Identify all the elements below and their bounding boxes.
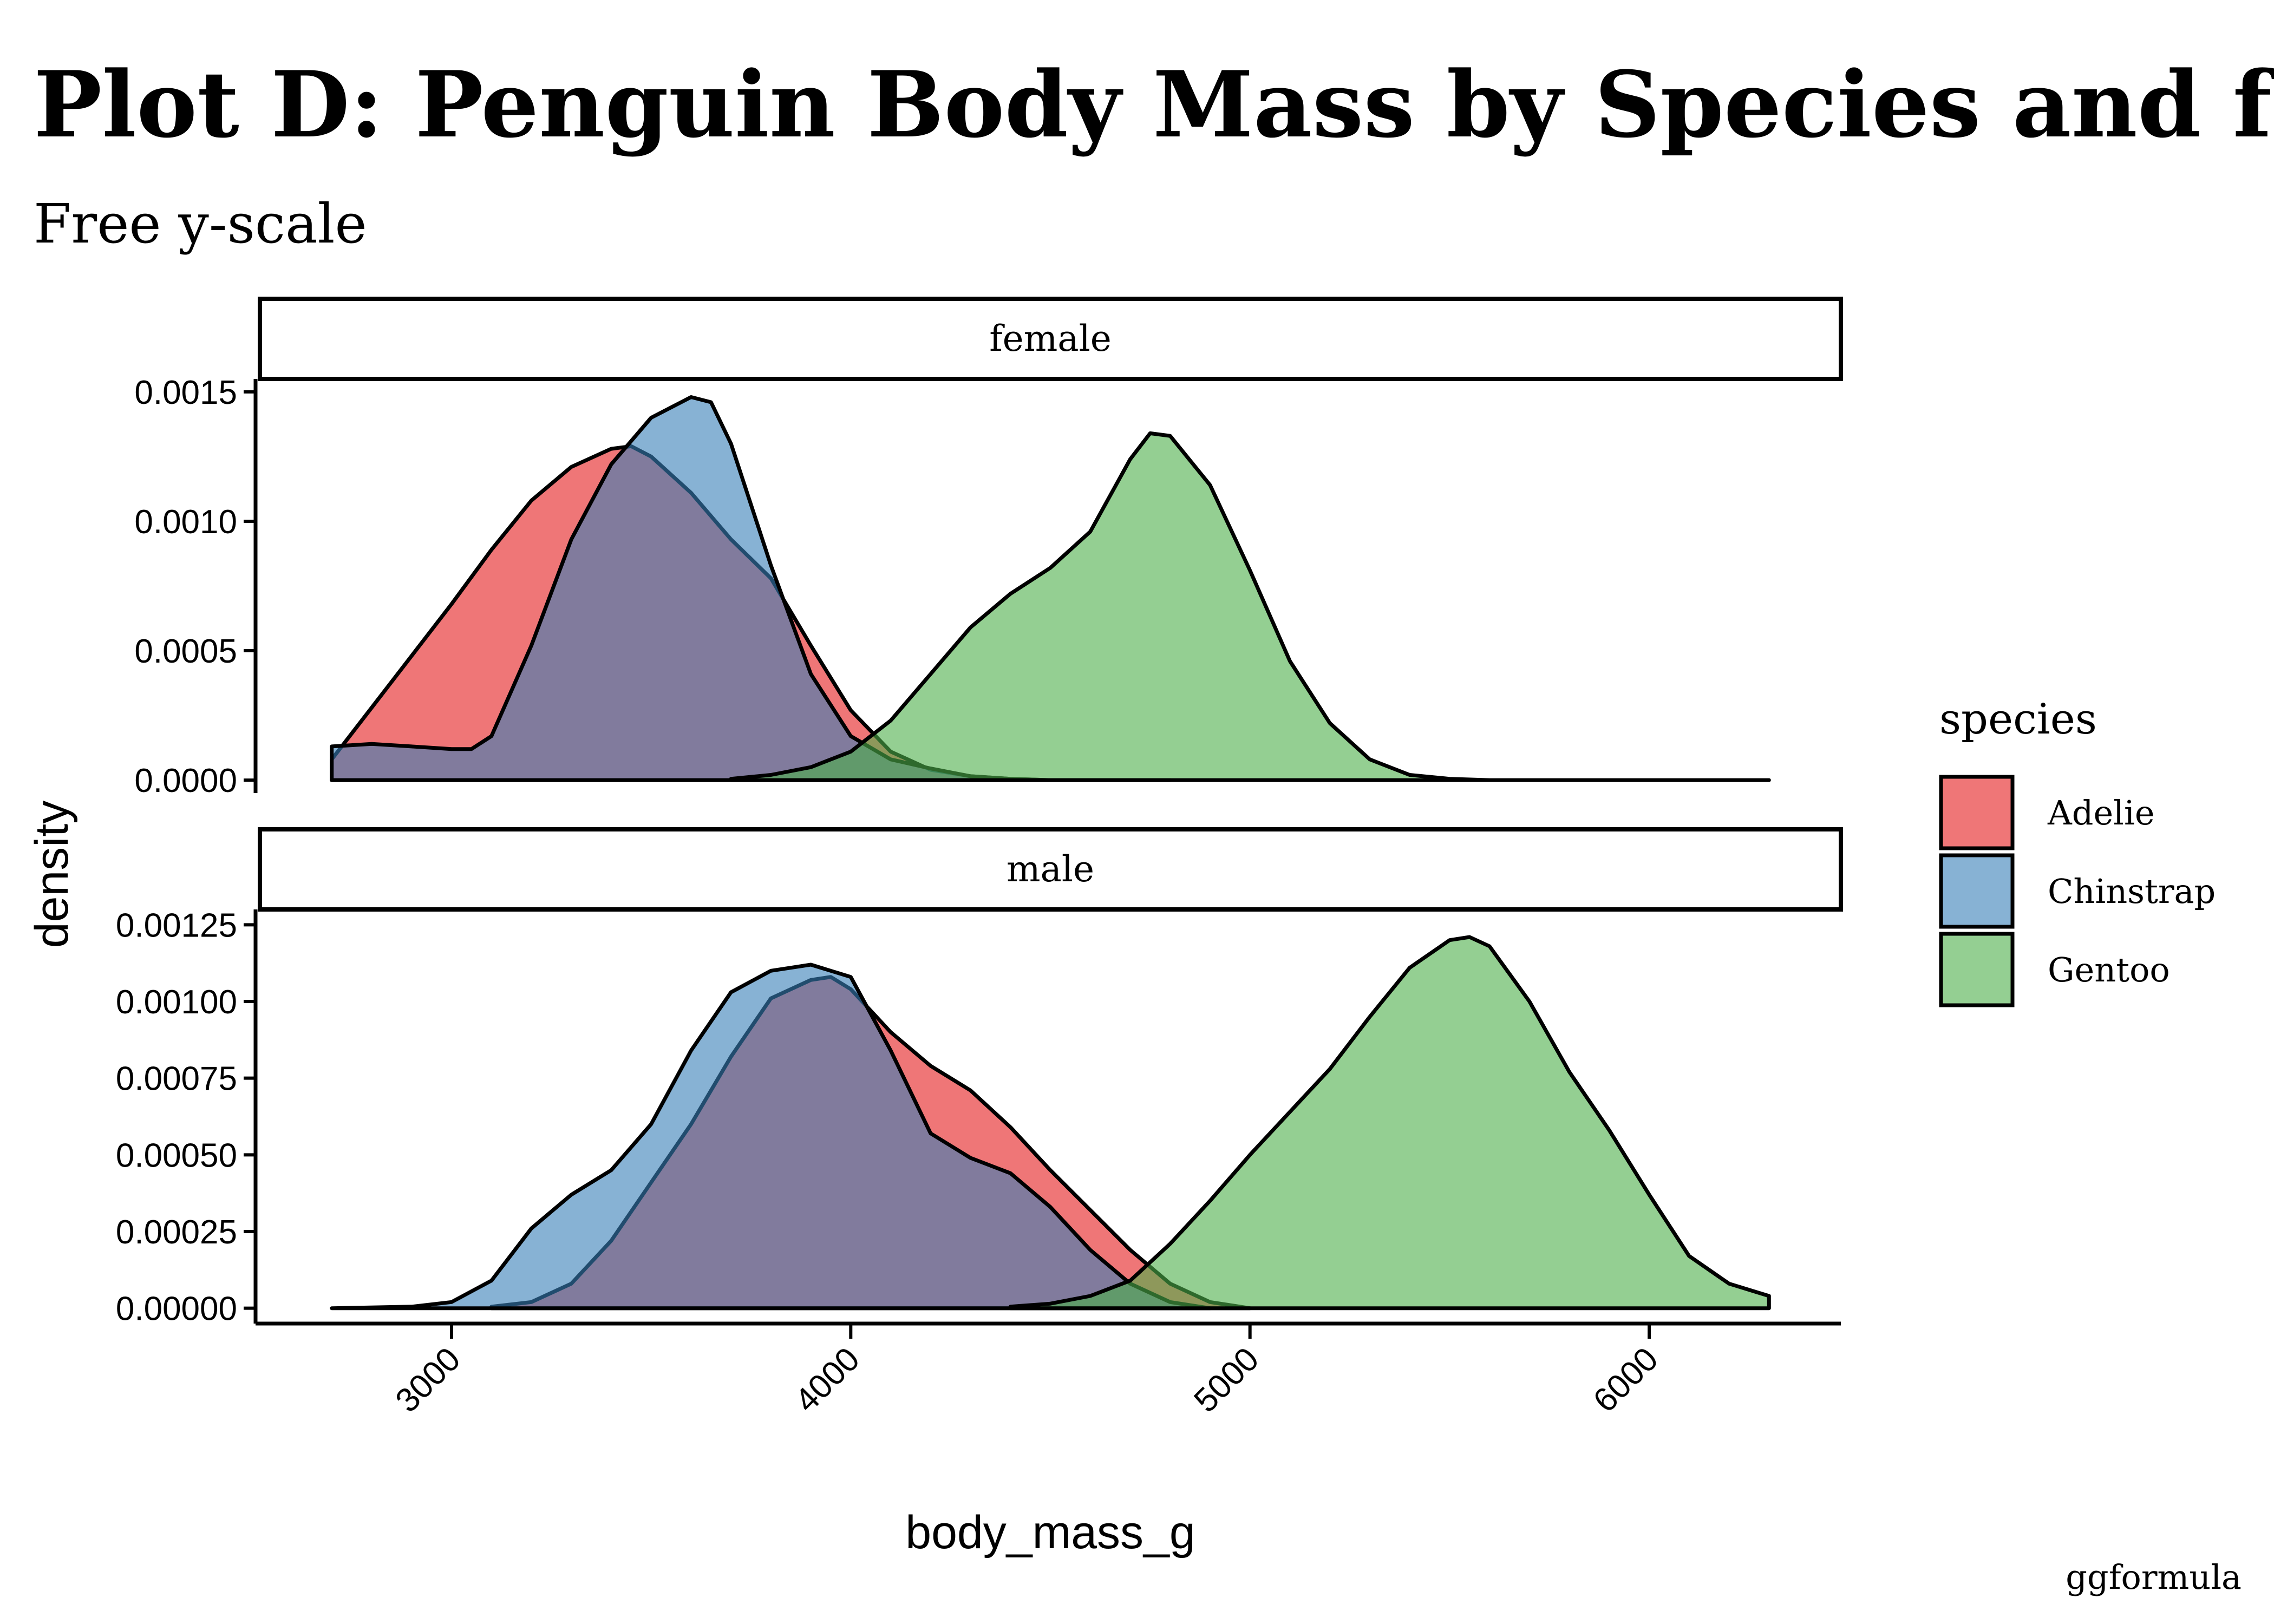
legend-label-gentoo: Gentoo (2048, 950, 2170, 990)
y-tick-label: 0.00075 (116, 1060, 237, 1098)
y-tick-label: 0.00000 (116, 1291, 237, 1328)
legend-label-adelie: Adelie (2047, 793, 2155, 833)
y-axis-title: density (26, 801, 78, 948)
legend-key-gentoo (1939, 932, 2015, 1007)
legend-key-chinstrap (1939, 853, 2015, 929)
y-tick-label: 0.00025 (116, 1214, 237, 1251)
x-tick-label: 3000 (389, 1340, 468, 1419)
facet-male: male 0.00000 0.00025 0.00050 0.00075 0.00100 0… (116, 827, 1843, 1328)
legend-key-adelie (1939, 775, 2015, 850)
density-gentoo-female (729, 431, 1771, 782)
y-tick-label: 0.00100 (116, 984, 237, 1021)
facet-female: female 0.0000 0.0005 0.0010 0.0015 (134, 297, 1843, 800)
facet-strip-label: male (1007, 848, 1094, 890)
y-tick-label: 0.0015 (134, 374, 237, 411)
chart-title: Plot D: Penguin Body Mass by Species and… (34, 51, 2274, 158)
legend-title: species (1939, 695, 2097, 744)
density-chinstrap-male (330, 962, 1212, 1311)
y-tick-label: 0.00125 (116, 907, 237, 944)
facet-strip (258, 827, 1843, 912)
x-tick-label: 4000 (788, 1340, 867, 1419)
x-axis-title: body_mass_g (905, 1507, 1195, 1558)
chart-subtitle: Free y-scale (34, 192, 367, 256)
y-tick-label: 0.0005 (134, 633, 237, 670)
facet-strip-label: female (989, 318, 1112, 359)
x-tick-label: 6000 (1586, 1340, 1665, 1419)
legend: species Adelie Chinstrap Gentoo (1939, 695, 2216, 1007)
x-axis: 3000 4000 5000 6000 (256, 1321, 1841, 1419)
density-gentoo-male (1008, 935, 1771, 1311)
y-tick-label: 0.00050 (116, 1137, 237, 1174)
legend-label-chinstrap: Chinstrap (2048, 872, 2216, 911)
caption: ggformula (2066, 1557, 2242, 1597)
facet-strip (258, 297, 1843, 381)
y-tick-label: 0.0010 (134, 503, 237, 541)
x-tick-label: 5000 (1187, 1340, 1266, 1419)
facet-panels: female 0.0000 0.0005 0.0010 0.0015 male 0.0000… (116, 297, 1843, 1328)
y-tick-label: 0.0000 (134, 762, 237, 800)
